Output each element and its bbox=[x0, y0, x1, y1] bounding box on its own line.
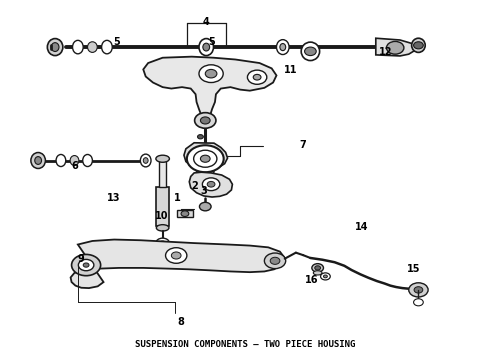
Circle shape bbox=[414, 299, 423, 306]
Text: 4: 4 bbox=[203, 17, 210, 27]
Circle shape bbox=[156, 238, 170, 248]
Circle shape bbox=[78, 260, 94, 271]
Ellipse shape bbox=[70, 156, 79, 166]
Circle shape bbox=[200, 155, 210, 162]
Circle shape bbox=[200, 117, 210, 124]
Circle shape bbox=[194, 150, 217, 167]
Text: SUSPENSION COMPONENTS – TWO PIECE HOUSING: SUSPENSION COMPONENTS – TWO PIECE HOUSIN… bbox=[135, 340, 355, 349]
Text: 6: 6 bbox=[71, 161, 78, 171]
Circle shape bbox=[387, 41, 404, 54]
Circle shape bbox=[195, 113, 216, 128]
Ellipse shape bbox=[140, 154, 151, 167]
Circle shape bbox=[166, 248, 187, 263]
Text: 15: 15 bbox=[407, 264, 420, 274]
Ellipse shape bbox=[301, 42, 319, 60]
Polygon shape bbox=[376, 38, 417, 56]
Circle shape bbox=[72, 255, 100, 276]
Circle shape bbox=[172, 252, 181, 259]
Bar bbox=[177, 210, 193, 217]
Ellipse shape bbox=[48, 39, 63, 55]
Circle shape bbox=[305, 47, 316, 55]
Circle shape bbox=[201, 168, 209, 174]
Ellipse shape bbox=[313, 271, 322, 275]
Text: 2: 2 bbox=[191, 181, 197, 192]
Ellipse shape bbox=[51, 42, 59, 51]
Circle shape bbox=[205, 69, 217, 78]
Ellipse shape bbox=[35, 157, 42, 165]
Text: 5: 5 bbox=[113, 37, 120, 48]
Ellipse shape bbox=[73, 40, 83, 54]
Polygon shape bbox=[143, 57, 276, 119]
Text: 1: 1 bbox=[174, 193, 180, 203]
Ellipse shape bbox=[143, 158, 148, 163]
Circle shape bbox=[196, 165, 214, 177]
Ellipse shape bbox=[156, 225, 169, 231]
Circle shape bbox=[265, 253, 286, 269]
Circle shape bbox=[83, 263, 89, 267]
Bar bbox=[156, 187, 169, 226]
Text: 3: 3 bbox=[200, 186, 207, 196]
Text: 10: 10 bbox=[155, 211, 169, 221]
Circle shape bbox=[315, 266, 320, 270]
Text: 13: 13 bbox=[106, 193, 120, 203]
Ellipse shape bbox=[88, 42, 97, 53]
Ellipse shape bbox=[280, 44, 286, 51]
Circle shape bbox=[414, 42, 423, 49]
Text: 14: 14 bbox=[355, 222, 368, 232]
Ellipse shape bbox=[156, 155, 170, 162]
Polygon shape bbox=[184, 143, 227, 169]
Circle shape bbox=[253, 75, 261, 80]
Circle shape bbox=[409, 283, 428, 297]
Circle shape bbox=[247, 70, 267, 84]
Ellipse shape bbox=[199, 39, 214, 55]
Ellipse shape bbox=[203, 43, 210, 51]
Text: 11: 11 bbox=[284, 65, 298, 75]
Circle shape bbox=[197, 135, 203, 139]
Circle shape bbox=[199, 202, 211, 211]
Circle shape bbox=[202, 178, 220, 191]
Circle shape bbox=[270, 257, 280, 264]
Ellipse shape bbox=[56, 154, 66, 167]
Circle shape bbox=[181, 211, 189, 216]
Polygon shape bbox=[71, 239, 285, 288]
Text: 5: 5 bbox=[209, 37, 216, 48]
Circle shape bbox=[323, 275, 327, 278]
Circle shape bbox=[320, 273, 330, 280]
Circle shape bbox=[207, 181, 215, 187]
Text: 8: 8 bbox=[177, 318, 185, 328]
Circle shape bbox=[160, 241, 166, 245]
Circle shape bbox=[312, 264, 323, 272]
Ellipse shape bbox=[31, 153, 46, 168]
Text: 7: 7 bbox=[300, 140, 307, 149]
Text: 12: 12 bbox=[379, 48, 392, 57]
Ellipse shape bbox=[276, 40, 289, 54]
Circle shape bbox=[187, 145, 223, 172]
Polygon shape bbox=[189, 172, 232, 197]
Bar bbox=[159, 161, 166, 187]
Ellipse shape bbox=[83, 154, 93, 167]
Ellipse shape bbox=[412, 38, 425, 53]
Text: 9: 9 bbox=[78, 254, 85, 264]
Circle shape bbox=[414, 287, 423, 293]
Ellipse shape bbox=[101, 40, 112, 54]
Circle shape bbox=[199, 65, 223, 82]
Text: 16: 16 bbox=[305, 275, 318, 285]
